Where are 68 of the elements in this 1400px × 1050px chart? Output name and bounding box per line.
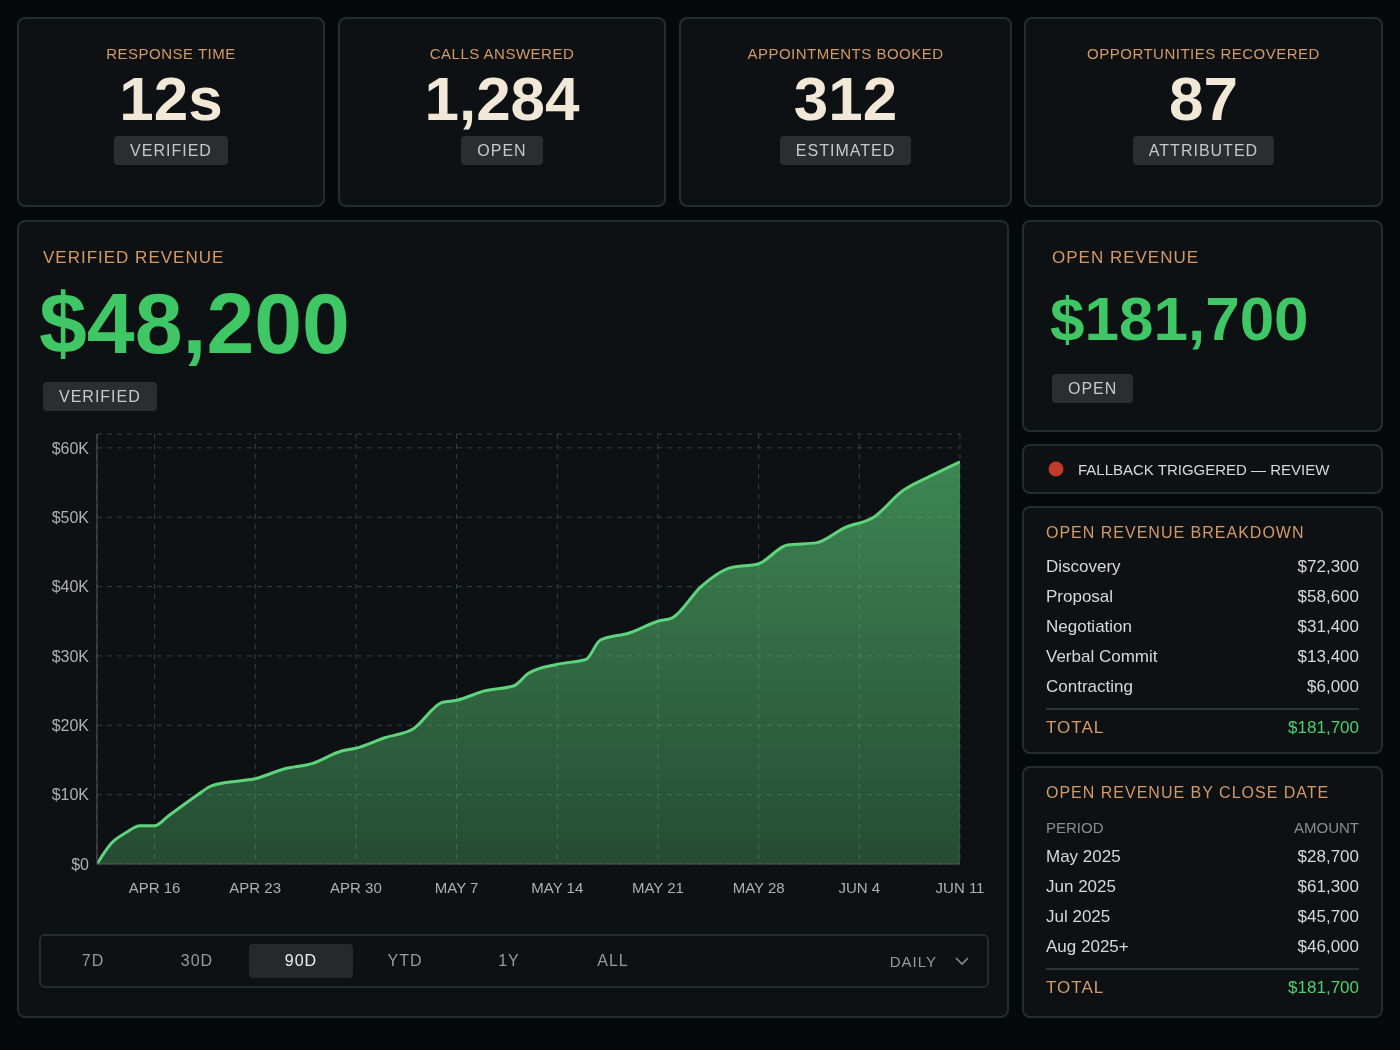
y-tick-label: $60K [51,439,90,457]
x-tick-label: MAY 14 [531,878,584,896]
text: VERIFIED [43,382,157,411]
text: OPPORTUNITIES RECOVERED [1086,45,1321,62]
text: VERIFIED [114,136,228,165]
x-tick-label: MAY 21 [631,878,684,896]
category-label: Proposal [1046,587,1114,607]
category-label: Jun 2025 [1046,877,1116,897]
text: AMOUNT [1294,818,1359,836]
x-tick-label: APR 23 [229,878,282,896]
text: OPEN [461,136,543,165]
text: OPEN [1052,374,1134,403]
text: 90D [249,944,353,978]
text: PERIOD [1046,818,1104,836]
category-label: Contracting [1046,677,1133,697]
text: $181,700 [1050,284,1309,353]
chart-subtitle: $48,200 [39,275,350,371]
text: 312 [792,64,899,133]
y-tick-label: $0 [71,855,90,873]
category-label: Aug 2025+ [1046,937,1129,957]
y-tick-label: $50K [51,508,90,526]
text: CALLS ANSWERED [428,45,576,62]
y-tick-label: $30K [51,647,90,665]
text: YTD [386,951,424,971]
text: DAILY [889,952,937,970]
text: $61,300 [1297,877,1359,896]
text: 7D [80,951,106,971]
text: $28,700 [1297,847,1359,866]
x-tick-label: JUN 4 [838,878,881,896]
text: $6,000 [1307,677,1359,696]
text: OPEN REVENUE BY CLOSE DATE [1046,784,1331,802]
text: $13,400 [1297,647,1359,666]
text: $58,600 [1297,587,1359,606]
text: 30D [179,951,215,971]
y-tick-label: $40K [51,578,90,596]
text: 1Y [497,951,521,971]
category-label: Negotiation [1046,617,1133,637]
x-tick-label: APR 30 [330,878,382,896]
text: TOTAL [1046,718,1105,738]
text: $72,300 [1297,557,1359,576]
text: RESPONSE TIME [105,45,237,62]
text: OPEN REVENUE BREAKDOWN [1046,524,1306,542]
text: FALLBACK TRIGGERED — REVIEW [1078,460,1330,478]
text: TOTAL [1046,978,1105,998]
text: $31,400 [1297,617,1359,636]
text: 87 [1168,64,1239,133]
category-label: Verbal Commit [1046,647,1158,667]
category-label: May 2025 [1046,847,1121,867]
category-label: Discovery [1046,557,1121,577]
text: $46,000 [1297,937,1359,956]
text: 1,284 [423,64,581,133]
x-tick-label: MAY 7 [434,878,479,896]
text: ALL [596,951,630,971]
text: ESTIMATED [779,136,912,165]
text: $45,700 [1297,907,1359,926]
text: OPEN REVENUE [1052,248,1200,268]
x-tick-label: JUN 11 [935,878,985,896]
x-tick-label: MAY 28 [732,878,785,896]
text: $181,700 [1288,978,1359,998]
text: APPOINTMENTS BOOKED [746,45,945,62]
text: $181,700 [1288,718,1359,738]
category-label: Jul 2025 [1046,907,1111,927]
y-tick-label: $20K [51,716,90,734]
chart-title: VERIFIED REVENUE [43,248,225,268]
text: ATTRIBUTED [1132,136,1275,165]
text: 12s [118,64,224,133]
y-tick-label: $10K [51,786,90,804]
x-tick-label: APR 16 [128,878,181,896]
